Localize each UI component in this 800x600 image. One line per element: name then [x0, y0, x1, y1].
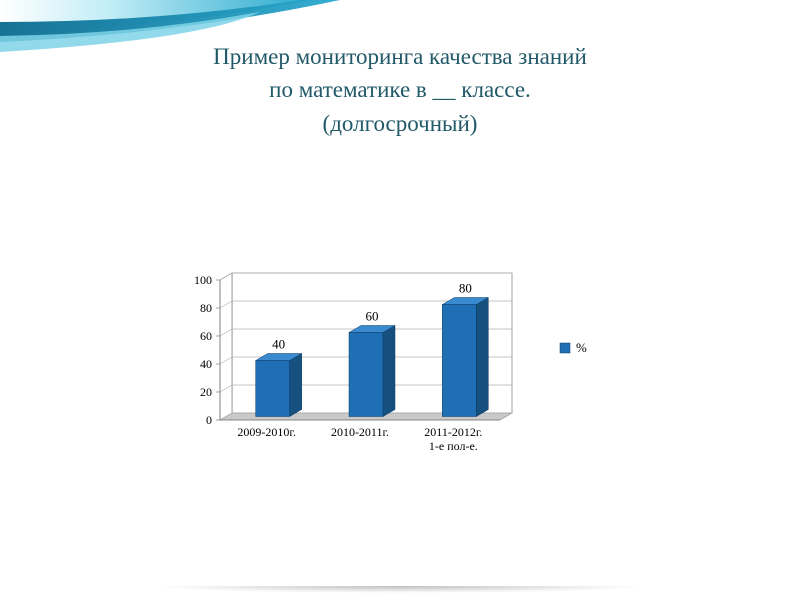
svg-text:20: 20: [200, 385, 212, 399]
svg-text:0: 0: [206, 413, 212, 427]
svg-text:60: 60: [366, 309, 379, 324]
svg-text:2009-2010г.: 2009-2010г.: [237, 425, 296, 439]
svg-text:40: 40: [272, 337, 285, 352]
svg-text:2010-2011г.: 2010-2011г.: [331, 425, 389, 439]
svg-text:40: 40: [200, 357, 212, 371]
svg-text:80: 80: [459, 281, 472, 296]
title-line-1: Пример мониторинга качества знаний: [0, 40, 800, 73]
svg-text:60: 60: [200, 329, 212, 343]
svg-text:1-е пол-е.: 1-е пол-е.: [429, 439, 478, 453]
svg-text:2011-2012г.: 2011-2012г.: [424, 425, 482, 439]
svg-text:%: %: [576, 340, 587, 355]
monitoring-bar-chart: 0 20 40 60 80 100 40 2009-2010г. 60 2010-2011г. 80…: [170, 240, 670, 480]
svg-text:100: 100: [194, 273, 212, 287]
svg-text:80: 80: [200, 301, 212, 315]
slide-bottom-shadow: [0, 586, 800, 600]
title-line-3: (долгосрочный): [0, 107, 800, 140]
slide-title: Пример мониторинга качества знаний по ма…: [0, 40, 800, 140]
title-line-2: по математике в __ классе.: [0, 73, 800, 106]
